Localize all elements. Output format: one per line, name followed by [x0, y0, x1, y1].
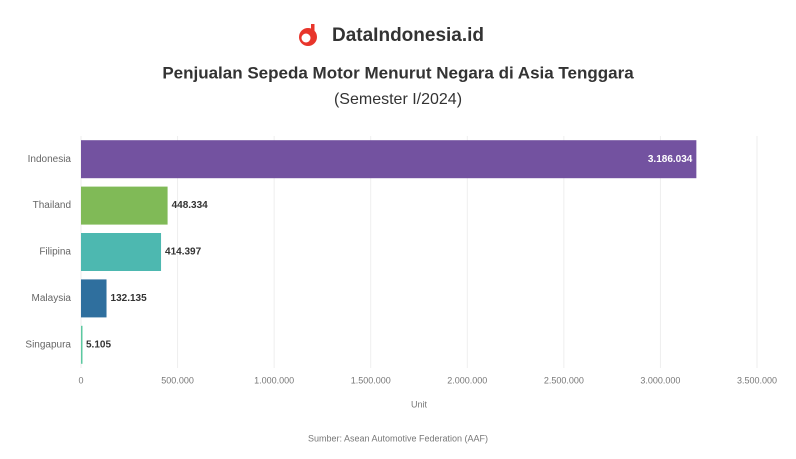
- value-label: 5.105: [86, 339, 111, 350]
- value-label: 3.186.034: [648, 154, 693, 165]
- bar: [81, 325, 83, 364]
- x-tick-label: 3.000.000: [640, 375, 680, 385]
- value-label: 414.397: [165, 247, 202, 258]
- source: Sumber: Asean Automotive Federation (AAF…: [308, 433, 488, 443]
- value-label: 132.135: [111, 293, 148, 304]
- y-tick-label: Indonesia: [28, 154, 72, 165]
- y-tick-label: Filipina: [39, 247, 71, 258]
- x-tick-label: 1.000.000: [254, 375, 294, 385]
- x-tick-label: 500.000: [161, 375, 194, 385]
- x-tick-label: 2.500.000: [544, 375, 584, 385]
- y-tick-label: Malaysia: [32, 293, 72, 304]
- chart-title: Penjualan Sepeda Motor Menurut Negara di…: [162, 63, 634, 82]
- chart-subtitle: (Semester I/2024): [334, 91, 462, 108]
- y-tick-label: Singapura: [25, 339, 71, 350]
- x-tick-label: 1.500.000: [351, 375, 391, 385]
- bar: [81, 186, 168, 225]
- logo: [299, 24, 317, 46]
- bar: [81, 233, 162, 271]
- x-tick-label: 2.000.000: [447, 375, 487, 385]
- x-tick-label: 3.500.000: [737, 375, 777, 385]
- x-axis-title: Unit: [411, 399, 428, 409]
- bar: [81, 279, 107, 318]
- value-label: 448.334: [172, 200, 209, 211]
- y-tick-label: Thailand: [33, 200, 71, 211]
- bar: [81, 140, 697, 179]
- brand: DataIndonesia.id: [332, 25, 484, 46]
- x-tick-label: 0: [78, 375, 83, 385]
